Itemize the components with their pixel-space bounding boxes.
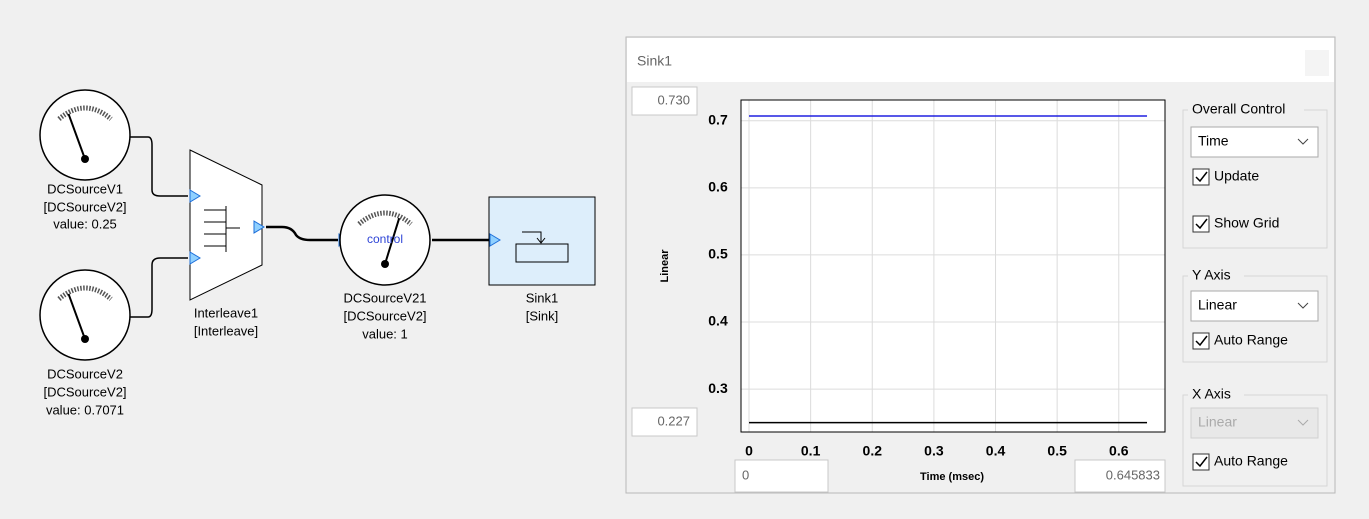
x-tick-label: 0 xyxy=(745,443,753,459)
block-name: DCSourceV2 xyxy=(47,366,123,381)
group-title: Y Axis xyxy=(1192,267,1231,283)
dropdown[interactable] xyxy=(1190,126,1319,158)
block-value: value: 0.25 xyxy=(53,216,117,231)
x-min-value: 0 xyxy=(742,467,749,482)
dropdown-value: Linear xyxy=(1198,297,1237,313)
x-tick-label: 0.5 xyxy=(1047,443,1067,459)
close-button[interactable] xyxy=(1305,50,1329,76)
group-title: Overall Control xyxy=(1192,101,1285,117)
port xyxy=(489,233,501,247)
checkbox-label: Update xyxy=(1214,168,1259,184)
x-tick-label: 0.4 xyxy=(986,443,1006,459)
y-axis-label: Linear xyxy=(659,249,671,283)
controls: Time Update Show Grid Linear Auto Range Linea… xyxy=(1190,126,1319,471)
port xyxy=(189,251,201,265)
gauge-hub xyxy=(381,260,389,268)
plot-frame xyxy=(740,99,1166,433)
block-kind: [DCSourceV2] xyxy=(343,308,426,323)
block-kind: [DCSourceV2] xyxy=(43,384,126,399)
checkbox[interactable] xyxy=(1192,168,1210,186)
group-title-bg xyxy=(1188,267,1244,285)
y-tick-label: 0.4 xyxy=(708,313,728,329)
block-kind: [DCSourceV2] xyxy=(43,199,126,214)
gauge-hub xyxy=(81,155,89,163)
checkmark xyxy=(1195,218,1208,230)
dropdown-arrow xyxy=(1297,419,1309,426)
group-box xyxy=(1182,394,1328,487)
checkmark xyxy=(1195,171,1208,183)
port-label: control xyxy=(367,232,403,246)
x-tick-label: 0.3 xyxy=(924,443,944,459)
gauge[interactable] xyxy=(339,194,431,286)
block-kind: [Interleave] xyxy=(194,323,258,338)
dropdown-value: Linear xyxy=(1198,414,1237,430)
interleave-icon xyxy=(204,206,240,252)
y-min-box[interactable] xyxy=(631,407,698,437)
checkbox[interactable] xyxy=(1192,453,1210,471)
group-box xyxy=(1182,275,1328,363)
checkbox[interactable] xyxy=(1192,215,1210,233)
gauge-needle xyxy=(67,113,86,160)
group-title-bg xyxy=(1188,386,1244,404)
block-value: value: 1 xyxy=(362,326,408,341)
group-title-bg xyxy=(1188,100,1304,118)
y-tick-label: 0.6 xyxy=(708,179,728,195)
dropdown-arrow xyxy=(1297,138,1309,145)
checkbox[interactable] xyxy=(1192,332,1210,350)
plot-area xyxy=(741,100,1165,432)
gauge-scale xyxy=(57,105,113,121)
dropdown xyxy=(1190,407,1319,439)
y-min-value: 0.227 xyxy=(657,413,690,428)
gauge[interactable] xyxy=(39,89,131,181)
block-name: Sink1 xyxy=(526,290,559,305)
block-labels: DCSourceV1 [DCSourceV2] value: 0.25 DCSo… xyxy=(43,181,558,417)
y-tick-label: 0.5 xyxy=(708,246,728,262)
checkbox-label: Auto Range xyxy=(1214,332,1288,348)
port xyxy=(253,220,265,234)
x-max-value: 0.645833 xyxy=(1106,467,1160,482)
dropdown[interactable] xyxy=(1190,290,1319,322)
x-tick-label: 0.1 xyxy=(801,443,821,459)
gauge-scale xyxy=(57,285,113,301)
block-kind: [Sink] xyxy=(526,308,559,323)
window-title: Sink1 xyxy=(637,53,672,69)
checkmark xyxy=(1195,335,1208,347)
y-max-value: 0.730 xyxy=(657,92,690,107)
block-value: value: 0.7071 xyxy=(46,402,124,417)
y-tick-label: 0.3 xyxy=(708,380,728,396)
x-max-box[interactable] xyxy=(1074,459,1166,493)
checkbox-label: Show Grid xyxy=(1214,215,1279,231)
block-name: DCSourceV1 xyxy=(47,181,123,196)
group-title: X Axis xyxy=(1192,386,1231,402)
ports xyxy=(117,130,501,324)
gauge-needle xyxy=(67,293,86,340)
wires xyxy=(128,136,490,318)
block-name: Interleave1 xyxy=(194,305,258,320)
checkmark xyxy=(1195,456,1208,468)
gauge-scale xyxy=(357,210,413,226)
x-axis-label: Time (msec) xyxy=(920,471,984,483)
title-bar xyxy=(627,38,1334,82)
port xyxy=(189,189,201,203)
gauge-needle xyxy=(384,217,401,265)
gauges xyxy=(39,89,431,361)
gauge-hub xyxy=(81,335,89,343)
plot xyxy=(741,100,1165,432)
x-tick-label: 0.2 xyxy=(863,443,883,459)
checkbox-label: Auto Range xyxy=(1214,453,1288,469)
block-name: DCSourceV21 xyxy=(343,290,426,305)
gauge[interactable] xyxy=(39,269,131,361)
x-min-box[interactable] xyxy=(734,459,829,493)
y-max-box[interactable] xyxy=(631,86,698,116)
dropdown-arrow xyxy=(1297,302,1309,309)
dropdown-value: Time xyxy=(1198,133,1229,149)
y-tick-label: 0.7 xyxy=(708,111,728,127)
sink-icon xyxy=(515,231,569,263)
x-tick-label: 0.6 xyxy=(1109,443,1129,459)
